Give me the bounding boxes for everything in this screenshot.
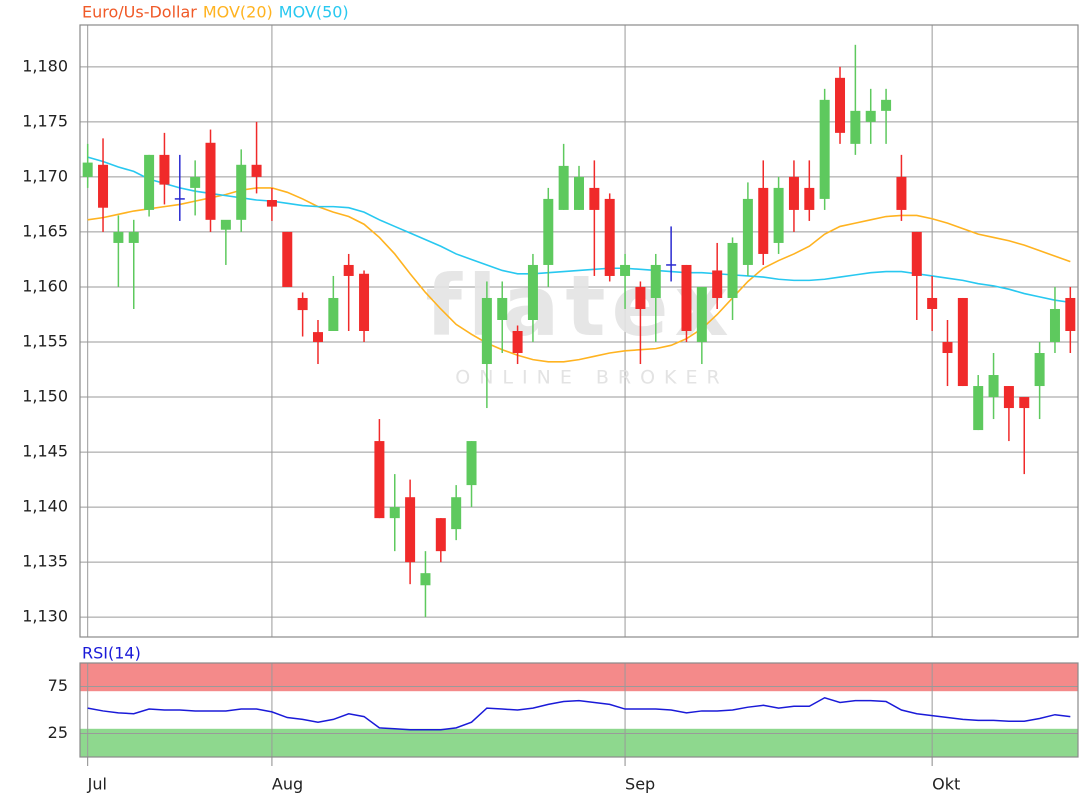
candle-body <box>435 518 446 552</box>
candle-body <box>451 497 462 530</box>
candle-body <box>543 198 554 265</box>
candle-body <box>205 142 216 220</box>
legend-label: MOV(50) <box>279 3 349 22</box>
candle-body <box>328 297 339 331</box>
candle-body <box>159 154 170 185</box>
y-tick-label: 1,175 <box>22 111 68 130</box>
candle-body <box>773 187 784 243</box>
x-tick-label: Jul <box>87 775 107 794</box>
candle-body <box>374 441 385 519</box>
y-tick-label: 1,140 <box>22 497 68 516</box>
candle-body <box>835 77 846 133</box>
y-tick-label: 1,135 <box>22 552 68 571</box>
candle-body <box>712 270 723 298</box>
candle-body <box>220 219 231 230</box>
x-tick-label: Aug <box>272 775 303 794</box>
candle-body <box>98 164 109 208</box>
candle-body <box>681 264 692 331</box>
watermark-logo: flatex <box>425 257 734 355</box>
plot-border <box>79 24 1079 638</box>
candle-body <box>266 200 277 207</box>
legend-label: RSI(14) <box>82 644 141 663</box>
watermark: flatex ONLINE BROKER <box>425 257 734 389</box>
plot-border <box>79 662 1079 758</box>
candle-body <box>696 286 707 343</box>
y-tick-label: 1,165 <box>22 221 68 240</box>
candle-body <box>574 176 584 210</box>
candle-body <box>343 264 354 276</box>
candle-body <box>359 273 370 331</box>
candle-body <box>957 297 968 387</box>
candle-body <box>604 198 615 276</box>
candle-body <box>819 99 830 199</box>
y-tick-label: 1,155 <box>22 332 68 351</box>
candle-body <box>128 231 139 243</box>
y-tick-label: 1,130 <box>22 607 68 626</box>
x-tick-label: Sep <box>625 775 655 794</box>
y-tick-label: 1,145 <box>22 442 68 461</box>
candle-body <box>758 187 769 254</box>
indicator-line <box>87 696 1071 731</box>
candle-body <box>1003 386 1014 409</box>
candle-body <box>405 497 416 563</box>
candle-body <box>620 264 631 276</box>
candle-body <box>1065 297 1076 331</box>
candle-body <box>788 176 799 210</box>
y-tick-label: 1,150 <box>22 387 68 406</box>
moving-average-line <box>87 156 1071 304</box>
y-tick-label: 25 <box>48 723 68 742</box>
moving-average-line <box>87 187 1071 363</box>
candle-body <box>650 264 661 298</box>
candle-body <box>896 176 907 210</box>
candle-body <box>1034 353 1045 387</box>
y-tick-label: 1,170 <box>22 166 68 185</box>
candle-body <box>911 231 922 276</box>
candle-body <box>527 264 538 320</box>
candle-body <box>297 297 308 311</box>
candle-body <box>927 297 938 309</box>
candle-body <box>804 187 815 210</box>
candle-body <box>190 176 201 188</box>
candle-body <box>865 110 876 122</box>
candle-body <box>481 297 492 365</box>
candle-body <box>236 164 247 220</box>
candle-body <box>251 164 262 177</box>
candle-body <box>881 99 892 111</box>
y-tick-label: 75 <box>48 676 68 695</box>
candle-body <box>466 441 477 486</box>
legend-label: MOV(20) <box>203 3 273 22</box>
candle-body <box>389 507 400 519</box>
candle-body <box>1019 397 1030 409</box>
candle-body <box>635 286 646 309</box>
candle-body <box>312 332 323 343</box>
y-tick-label: 1,180 <box>22 56 68 75</box>
candle-body <box>420 573 431 586</box>
legend-label: Euro/Us-Dollar <box>82 3 197 22</box>
candle-body <box>727 242 738 298</box>
candle-body <box>850 110 861 144</box>
watermark-tagline: ONLINE BROKER <box>455 367 728 389</box>
candle-body <box>512 331 523 354</box>
candle-body <box>988 375 999 398</box>
candle-body <box>942 342 953 354</box>
candle-body <box>589 187 600 210</box>
candle-body <box>973 386 984 431</box>
candle-body <box>497 297 508 320</box>
candle-body <box>742 198 753 265</box>
y-tick-label: 1,160 <box>22 276 68 295</box>
candle-body <box>82 162 93 177</box>
x-tick-label: Okt <box>932 775 960 794</box>
candle-body <box>113 231 124 243</box>
candle-body <box>282 231 293 287</box>
plot-area <box>80 25 1078 637</box>
candle-body <box>144 154 155 210</box>
candle-body <box>558 165 569 210</box>
candle-body <box>1049 308 1060 343</box>
